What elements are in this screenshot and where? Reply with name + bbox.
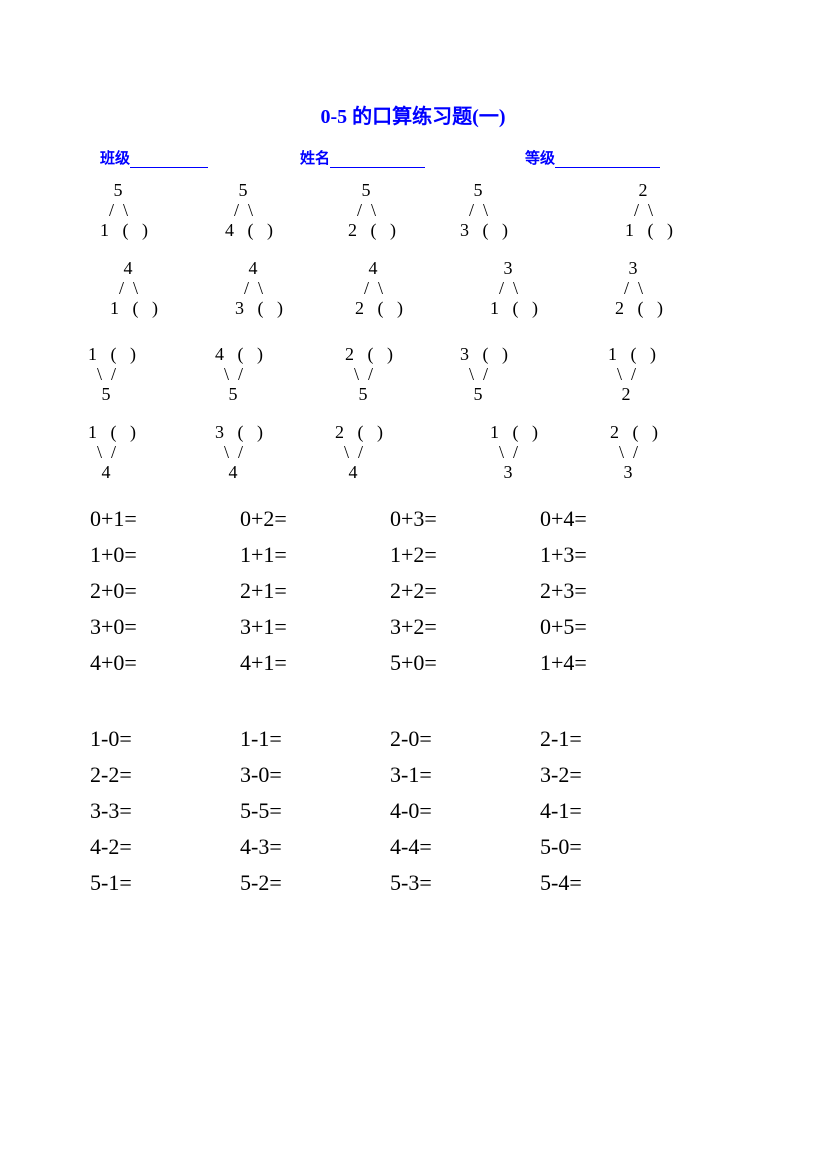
arith-problem: 1-1= [240,726,390,752]
arith-problem: 2+0= [90,578,240,604]
arith-problem: 1+4= [540,650,690,676]
arith-problem: 4-4= [390,834,540,860]
bond-row: 1 ( ) \ / 54 ( ) \ / 52 ( ) \ / 53 ( ) \… [70,344,756,410]
arith-problem: 1+2= [390,542,540,568]
arith-problem: 3+0= [90,614,240,640]
arith-problem: 5-5= [240,798,390,824]
arith-problem: 4-0= [390,798,540,824]
arith-problem: 5-0= [540,834,690,860]
arith-problem: 4+0= [90,650,240,676]
arith-problem: 2+1= [240,578,390,604]
arith-problem: 5+0= [390,650,540,676]
arith-row: 3+0=3+1=3+2=0+5= [90,614,756,640]
arith-problem: 5-2= [240,870,390,896]
bond-row: 5 / \1 ( ) 5 / \4 ( ) 5 / \2 ( ) 5 / \3 … [70,180,756,246]
arith-problem: 3-2= [540,762,690,788]
arith-problem: 0+5= [540,614,690,640]
name-label: 姓名 [300,147,330,168]
grade-field: 等级 [525,147,660,168]
arith-problem: 1+1= [240,542,390,568]
arith-problem: 1+0= [90,542,240,568]
grade-underline[interactable] [555,154,660,168]
arith-problem: 4-3= [240,834,390,860]
arith-problem: 0+1= [90,506,240,532]
arith-row: 3-3=5-5=4-0=4-1= [90,798,756,824]
arith-row: 5-1=5-2=5-3=5-4= [90,870,756,896]
number-bonds-top: 5 / \1 ( ) 5 / \4 ( ) 5 / \2 ( ) 5 / \3 … [70,180,756,324]
arith-problem: 3+2= [390,614,540,640]
arith-problem: 2+2= [390,578,540,604]
arith-problem: 2-1= [540,726,690,752]
name-field: 姓名 [300,147,425,168]
arith-problem: 5-4= [540,870,690,896]
number-bonds-bottom: 1 ( ) \ / 54 ( ) \ / 52 ( ) \ / 53 ( ) \… [70,344,756,488]
arith-problem: 0+2= [240,506,390,532]
page-title: 0-5 的口算练习题(一) [70,100,756,129]
class-field: 班级 [100,147,208,168]
arith-problem: 3+1= [240,614,390,640]
arith-problem: 3-1= [390,762,540,788]
arith-problem: 4-1= [540,798,690,824]
name-underline[interactable] [330,154,425,168]
bond-row: 4 / \1 ( ) 4 / \3 ( ) 4 / \2 ( ) 3 / \1 … [70,258,756,324]
arith-problem: 5-1= [90,870,240,896]
arith-problem: 0+3= [390,506,540,532]
arith-problem: 0+4= [540,506,690,532]
class-underline[interactable] [130,154,208,168]
arith-problem: 4-2= [90,834,240,860]
arith-row: 1-0=1-1=2-0=2-1= [90,726,756,752]
arith-problem: 4+1= [240,650,390,676]
subtraction-block: 1-0=1-1=2-0=2-1= 2-2=3-0=3-1=3-2= 3-3=5-5=… [70,726,756,896]
class-label: 班级 [100,147,130,168]
arith-problem: 5-3= [390,870,540,896]
arith-problem: 2-2= [90,762,240,788]
bond-row: 1 ( ) \ / 43 ( ) \ / 42 ( ) \ / 41 ( ) \… [70,422,756,488]
arith-problem: 2+3= [540,578,690,604]
arith-problem: 3-0= [240,762,390,788]
arith-row: 4+0=4+1=5+0=1+4= [90,650,756,676]
arith-row: 2+0=2+1=2+2=2+3= [90,578,756,604]
gap [208,147,300,168]
gap [425,147,525,168]
arith-row: 1+0=1+1=1+2=1+3= [90,542,756,568]
grade-label: 等级 [525,147,555,168]
arith-problem: 1+3= [540,542,690,568]
arith-row: 2-2=3-0=3-1=3-2= [90,762,756,788]
header-row: 班级 姓名 等级 [70,147,756,168]
arith-row: 4-2=4-3=4-4=5-0= [90,834,756,860]
addition-block: 0+1=0+2=0+3=0+4= 1+0=1+1=1+2=1+3= 2+0=2+1=… [70,506,756,676]
arith-row: 0+1=0+2=0+3=0+4= [90,506,756,532]
arith-problem: 1-0= [90,726,240,752]
arith-problem: 3-3= [90,798,240,824]
arith-problem: 2-0= [390,726,540,752]
worksheet-page: 0-5 的口算练习题(一) 班级 姓名 等级 5 / \1 ( ) 5 / \4… [0,0,826,946]
